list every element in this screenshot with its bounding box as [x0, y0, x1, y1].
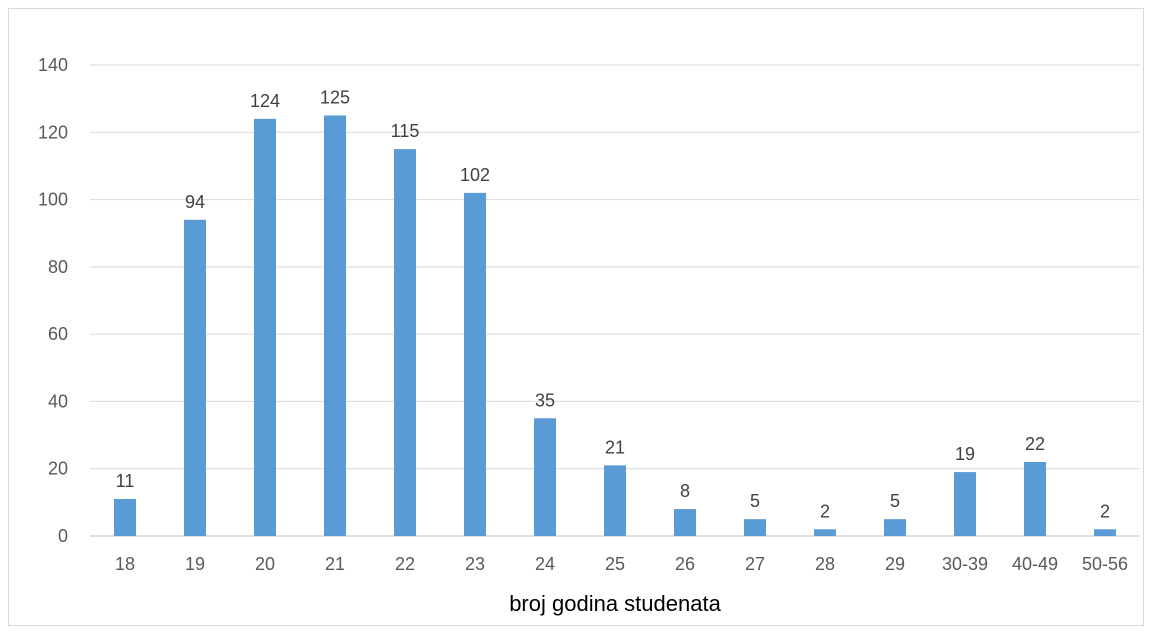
bar: [1024, 461, 1046, 536]
bar: [324, 115, 346, 536]
bar: [184, 219, 206, 536]
x-tick-label: 50-56: [1082, 554, 1128, 574]
y-tick-label: 20: [48, 459, 68, 479]
x-tick-label: 19: [185, 554, 205, 574]
data-label: 2: [820, 501, 830, 521]
data-label: 2: [1100, 501, 1110, 521]
data-label: 5: [750, 491, 760, 511]
x-axis-title: broj godina studenata: [509, 591, 721, 616]
x-tick-label: 24: [535, 554, 555, 574]
x-tick-label: 40-49: [1012, 554, 1058, 574]
data-label: 11: [116, 471, 135, 491]
bar: [394, 149, 416, 536]
x-tick-label: 23: [465, 554, 485, 574]
bar: [814, 529, 836, 536]
bars: [114, 115, 1116, 537]
x-tick-label: 28: [815, 554, 835, 574]
bar: [534, 418, 556, 536]
x-tick-label: 27: [745, 554, 765, 574]
y-tick-label: 40: [48, 391, 68, 411]
x-tick-label: 26: [675, 554, 695, 574]
bar: [884, 519, 906, 536]
x-tick-label: 18: [115, 554, 135, 574]
data-label: 21: [605, 437, 625, 457]
y-axis-ticks: 0 20 40 60 80 100 120 140: [38, 55, 68, 546]
x-tick-label: 29: [885, 554, 905, 574]
x-tick-label: 21: [325, 554, 345, 574]
data-label: 125: [320, 87, 350, 107]
x-tick-label: 22: [395, 554, 415, 574]
data-label: 22: [1025, 434, 1045, 454]
data-label: 124: [250, 91, 280, 111]
y-tick-label: 140: [38, 55, 68, 75]
data-label: 115: [391, 121, 420, 141]
y-tick-label: 120: [38, 122, 68, 142]
bar: [954, 472, 976, 536]
y-tick-label: 100: [38, 190, 68, 210]
y-tick-label: 80: [48, 257, 68, 277]
x-tick-label: 20: [255, 554, 275, 574]
data-label: 5: [890, 491, 900, 511]
bar: [254, 118, 276, 536]
data-label: 94: [185, 192, 205, 212]
data-label: 102: [460, 165, 490, 185]
bar: [464, 192, 486, 537]
data-label: 8: [680, 481, 690, 501]
y-tick-label: 60: [48, 324, 68, 344]
bar: [114, 498, 136, 536]
x-tick-label: 30-39: [942, 554, 988, 574]
y-tick-label: 0: [58, 526, 68, 546]
bar: [604, 465, 626, 536]
bar: [1094, 529, 1116, 536]
x-tick-label: 25: [605, 554, 625, 574]
bar: [674, 509, 696, 536]
x-axis-ticks: 18 19 20 21 22 23 24 25 26 27 28 29 30-39 40-49 50-56: [115, 554, 1128, 574]
data-label: 19: [955, 444, 975, 464]
data-label: 35: [535, 390, 555, 410]
bar: [744, 519, 766, 536]
